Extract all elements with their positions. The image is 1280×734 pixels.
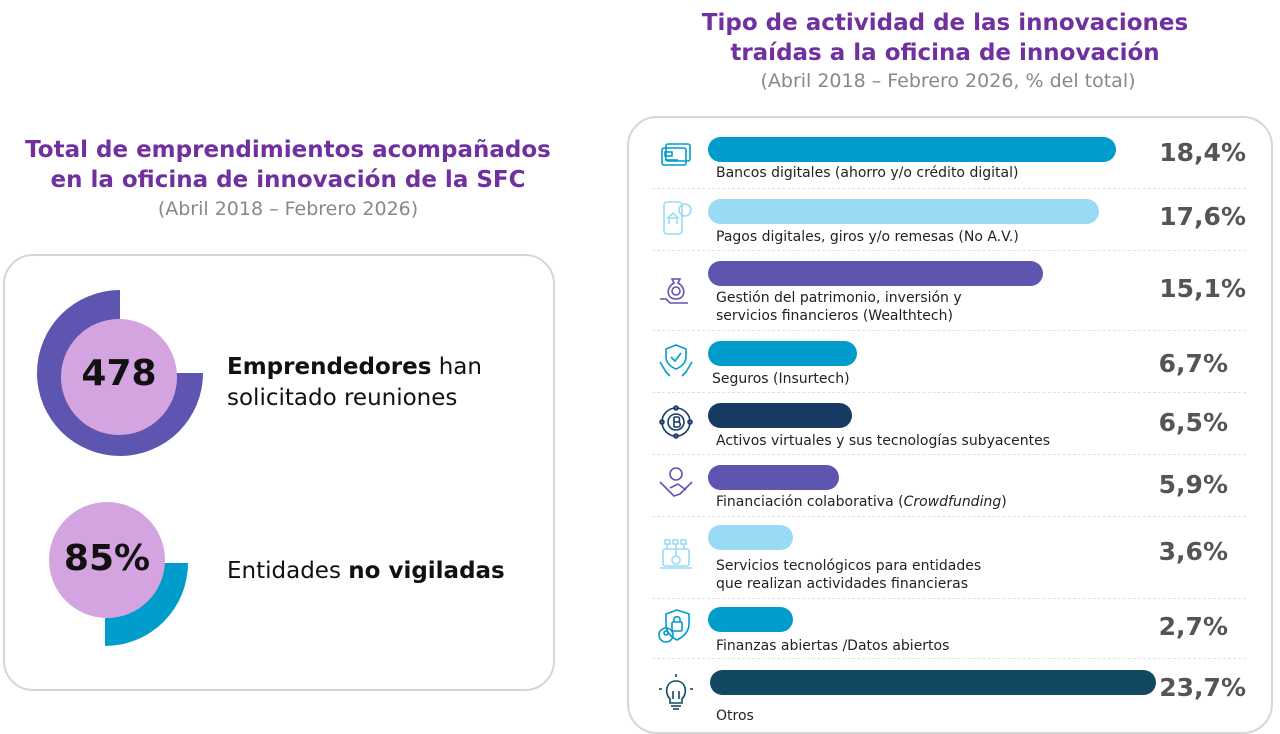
handshake-money-icon: [656, 464, 696, 504]
lightbulb-icon: [656, 673, 696, 713]
chart-title-line2: traídas a la oficina de innovación: [730, 40, 1160, 66]
kpi-value-emprendedores: 478: [81, 353, 157, 394]
row-divider: [652, 516, 1246, 517]
bar-label: Bancos digitales (ahorro y/o crédito dig…: [716, 165, 1019, 181]
bar: [708, 607, 793, 632]
kpi-text-no-vigiladas: Entidades no vigiladas: [227, 556, 505, 587]
bar: [708, 137, 1117, 162]
chart-title-line1: Tipo de actividad de las innovaciones: [701, 10, 1189, 36]
chart-row: Servicios tecnológicos para entidades qu…: [652, 518, 1246, 596]
left-title-line1: Total de emprendimientos acompañados: [25, 137, 551, 163]
bar-value-label: 2,7%: [1158, 612, 1228, 641]
chart-row: Finanzas abiertas /Datos abiertos 2,7%: [652, 600, 1246, 656]
bar: [708, 341, 857, 366]
bar-label: Gestión del patrimonio, inversión y serv…: [716, 290, 962, 324]
kpi-value-no-vigiladas: 85%: [63, 538, 151, 579]
row-divider: [652, 188, 1246, 189]
left-title: Total de emprendimientos acompañados en …: [0, 135, 576, 195]
chart-row: Activos virtuales y sus tecnologías suby…: [652, 396, 1246, 452]
bar: [708, 525, 793, 550]
kpi-text-emprendedores: Emprendedores han solicitado reuniones: [227, 352, 482, 414]
chart-title: Tipo de actividad de las innovaciones tr…: [630, 8, 1260, 68]
kpi-circle-emprendedores: [61, 319, 177, 435]
chart-subtitle: (Abril 2018 – Febrero 2026, % del total): [760, 70, 1136, 92]
credit-card-icon: [656, 136, 696, 176]
bar: [708, 465, 839, 490]
row-divider: [652, 330, 1246, 331]
shield-hands-icon: [656, 340, 696, 380]
chart-row: Seguros (Insurtech) 6,7%: [652, 334, 1246, 390]
row-divider: [652, 598, 1246, 599]
bitcoin-network-icon: [656, 402, 696, 442]
kpi-text-line2: solicitado reuniones: [227, 385, 458, 411]
bar: [708, 261, 1044, 286]
bar: [710, 670, 1156, 695]
chart-row: Pagos digitales, giros y/o remesas (No A…: [652, 192, 1246, 248]
bar-label: Activos virtuales y sus tecnologías suby…: [716, 433, 1051, 449]
bar-label: Financiación colaborativa (Crowdfunding): [716, 494, 1007, 510]
row-divider: [652, 250, 1246, 251]
row-divider: [652, 454, 1246, 455]
bar-value-label: 18,4%: [1159, 138, 1246, 167]
bar-value-label: 5,9%: [1158, 470, 1228, 499]
bar-value-label: 15,1%: [1159, 274, 1246, 303]
bar-label: Seguros (Insurtech): [712, 371, 850, 387]
row-divider: [652, 658, 1246, 659]
money-bag-hand-icon: [656, 269, 696, 309]
bar-value-label: 17,6%: [1159, 202, 1246, 231]
bar-label: Servicios tecnológicos para entidades qu…: [716, 558, 982, 592]
bar-value-label: 6,5%: [1158, 408, 1228, 437]
bar-value-label: 6,7%: [1158, 349, 1228, 378]
bar-value-label: 23,7%: [1159, 673, 1246, 702]
chart-row: Otros 23,7%: [652, 663, 1246, 727]
bar: [708, 199, 1099, 224]
laptop-gear-icon: [656, 535, 696, 575]
kpi-text-bold: Emprendedores: [227, 354, 432, 380]
kpi-text-rest: Entidades: [227, 558, 349, 584]
crowdfunding-italic: Crowdfunding: [903, 494, 1002, 510]
bar-label: Otros: [716, 708, 754, 724]
bar: [708, 403, 853, 428]
kpi-rings: [37, 290, 203, 646]
chart-row: Bancos digitales (ahorro y/o crédito dig…: [652, 130, 1246, 186]
left-title-line2: en la oficina de innovación de la SFC: [50, 167, 526, 193]
chart-row: Financiación colaborativa (Crowdfunding)…: [652, 458, 1246, 514]
bar-value-label: 3,6%: [1158, 537, 1228, 566]
mobile-payment-icon: [656, 198, 696, 238]
kpi-text-bold: no vigiladas: [348, 558, 505, 584]
chart-row: Gestión del patrimonio, inversión y serv…: [652, 254, 1246, 328]
row-divider: [652, 392, 1246, 393]
bar-label: Finanzas abiertas /Datos abiertos: [716, 638, 950, 654]
shield-lock-user-icon: [656, 606, 696, 646]
kpi-circle-no-vigiladas: [49, 502, 165, 618]
bar-label: Pagos digitales, giros y/o remesas (No A…: [716, 229, 1019, 245]
left-subtitle: (Abril 2018 – Febrero 2026): [157, 198, 419, 220]
kpi-text-rest: han: [431, 354, 482, 380]
